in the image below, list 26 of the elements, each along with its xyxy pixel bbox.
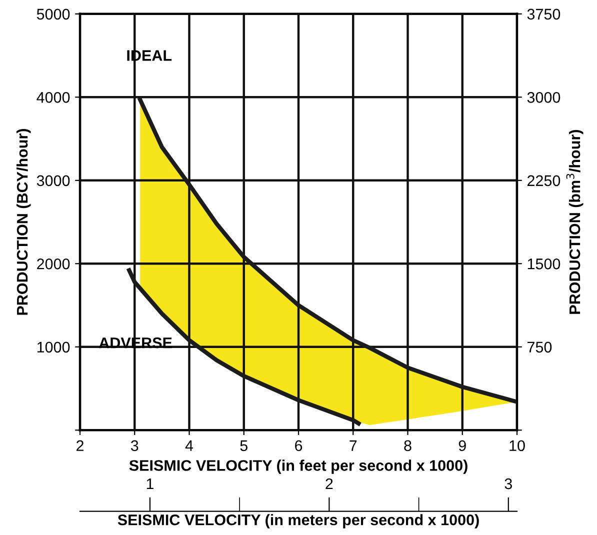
y2-tick-label: 3750 (527, 8, 560, 20)
x-tick-label: 6 (295, 440, 302, 452)
x2-tick-label: 1 (146, 478, 154, 490)
y2-tick-label: 1500 (528, 258, 560, 270)
x-tick-label: 10 (510, 440, 525, 452)
x-tick-label: 4 (185, 440, 194, 451)
x2-tick-label: 2 (326, 478, 333, 490)
x-tick-label: 8 (404, 440, 412, 452)
x-tick-label: 2 (76, 440, 84, 451)
y-tick-label: 1000 (37, 342, 70, 353)
y-tick-label: 3000 (36, 175, 70, 186)
x2-axis-title: SEISMIC VELOCITY (in meters per second x 1000) (118, 514, 479, 528)
y-tick-label: 4000 (36, 92, 70, 103)
x-tick-label: 7 (350, 440, 357, 451)
x-tick-label: 5 (240, 440, 248, 452)
y-axis-title: PRODUCTION (BCY/hour) (16, 129, 31, 315)
y2-tick-label: 750 (528, 342, 552, 353)
x2-tick-label: 3 (504, 478, 512, 490)
y2-tick-label: 3000 (527, 92, 560, 103)
x-tick-label: 3 (130, 440, 138, 452)
x-axis-title: SEISMIC VELOCITY (in feet per second x 1000) (129, 460, 468, 474)
y-tick-label: 2000 (37, 258, 70, 270)
y2-tick-label: 2250 (527, 175, 560, 186)
x-tick-label: 9 (458, 440, 466, 452)
y-tick-label: 5000 (36, 8, 70, 20)
y2-axis-title: PRODUCTION (bm$^{3}$/hour) (566, 130, 584, 314)
